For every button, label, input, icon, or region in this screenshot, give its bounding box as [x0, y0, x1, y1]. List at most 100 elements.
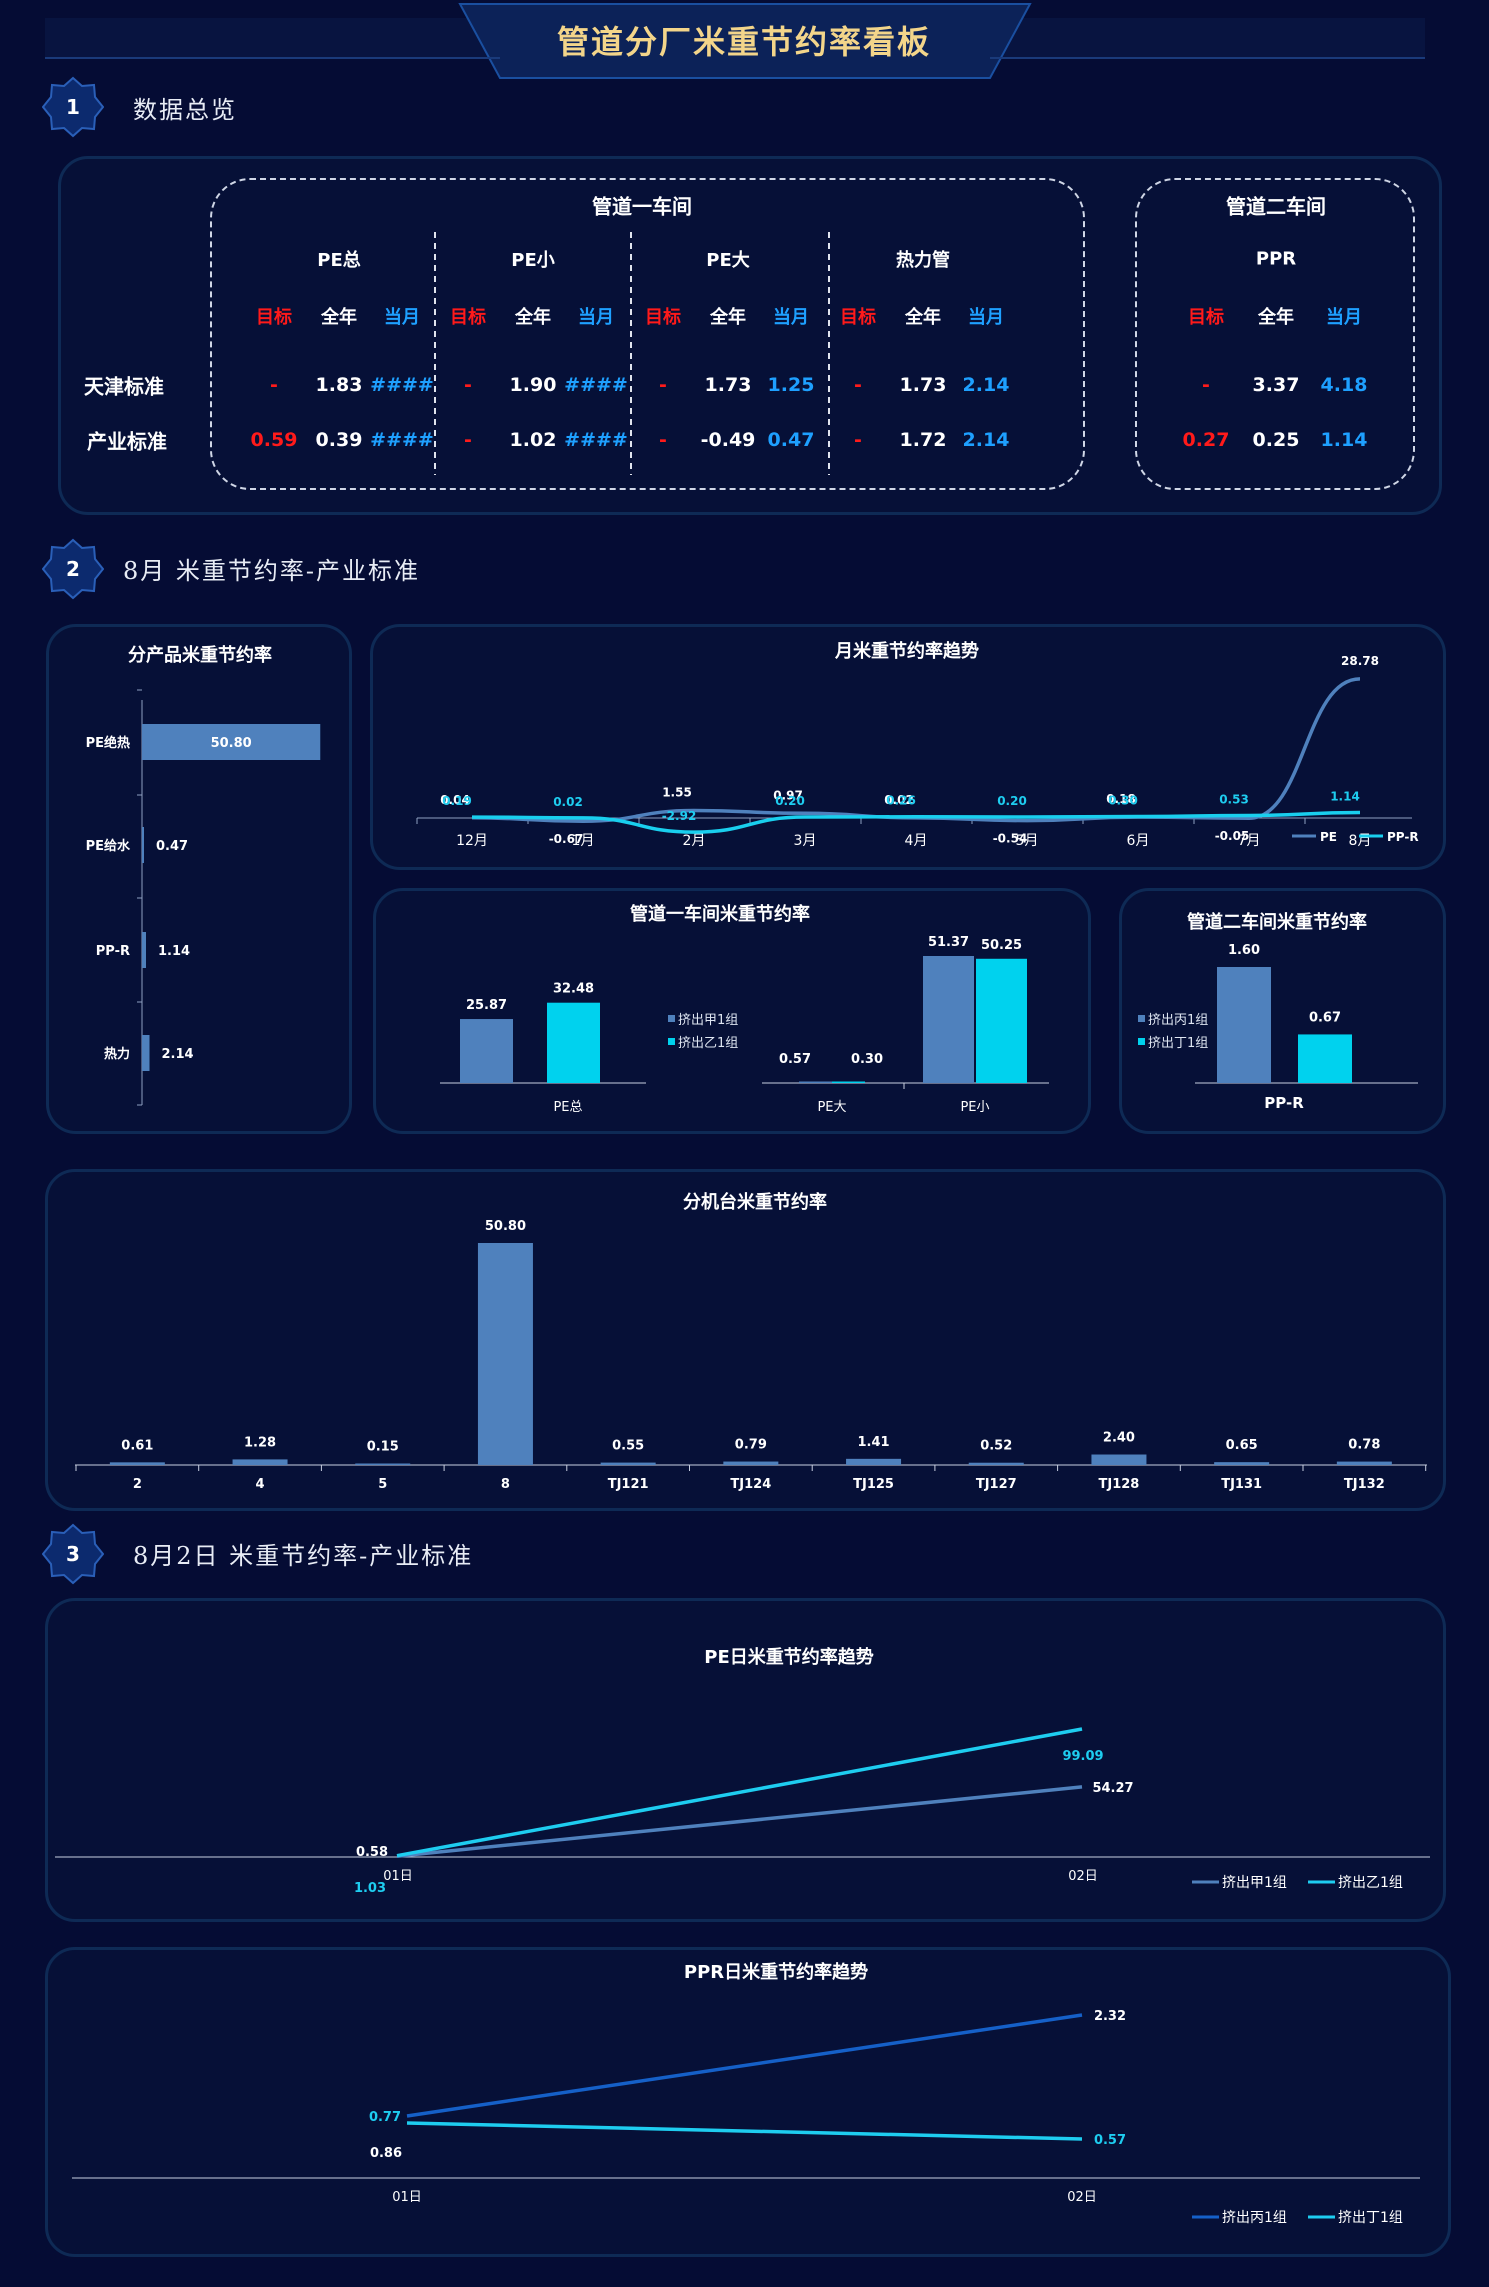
data-label: 1.60 — [1228, 943, 1260, 958]
x-tick-label: 2 — [133, 1477, 142, 1492]
bar-挤出乙1组 — [832, 1081, 865, 1083]
data-label: 0.57 — [1094, 2133, 1126, 2148]
series-line-挤出甲1组 — [396, 1785, 1083, 1858]
metric-value: 1.83 — [315, 374, 363, 396]
product-chart-panel — [46, 624, 352, 1134]
x-tick-label: 01日 — [392, 2190, 422, 2205]
overview-separators — [434, 232, 830, 475]
data-label: 2.32 — [1094, 2009, 1126, 2024]
legend-swatch — [668, 1015, 675, 1022]
data-label: 0.57 — [779, 1052, 811, 1067]
data-label: 1.14 — [158, 944, 190, 959]
metric-value: 2.14 — [962, 374, 1010, 396]
column-header: 目标 — [840, 307, 876, 328]
column-header: 全年 — [710, 307, 746, 328]
data-label: 0.30 — [851, 1052, 883, 1067]
metric-value: - — [854, 429, 862, 451]
metric-value: 0.59 — [250, 429, 298, 451]
metric-value: 0.27 — [1182, 429, 1230, 451]
legend-swatch — [668, 1038, 675, 1045]
x-tick-label: TJ125 — [853, 1477, 894, 1492]
ws1-chart-title: 管道一车间米重节约率 — [630, 904, 810, 925]
group-header: PE小 — [511, 250, 555, 271]
data-label: -0.54 — [993, 832, 1028, 846]
data-label: 0.61 — [121, 1438, 153, 1453]
data-label: 50.25 — [981, 938, 1022, 953]
pe-daily-chart-title: PE日米重节约率趋势 — [704, 1647, 874, 1668]
bar-挤出丙1组 — [1217, 967, 1271, 1083]
data-label: 1.41 — [858, 1435, 890, 1450]
x-tick-label: 5 — [378, 1477, 387, 1492]
data-label: 0.79 — [735, 1438, 767, 1453]
x-tick-label: TJ131 — [1221, 1477, 1262, 1492]
x-tick-label: PE大 — [817, 1100, 846, 1115]
x-tick-label: TJ127 — [976, 1477, 1017, 1492]
data-label: 54.27 — [1092, 1781, 1133, 1796]
bar — [600, 1462, 656, 1465]
column-header: 当月 — [1326, 307, 1362, 328]
x-tick-label: TJ132 — [1344, 1477, 1385, 1492]
header-frame — [0, 0, 1489, 80]
legend-swatch — [1138, 1015, 1145, 1022]
x-tick-label: 5月 — [1016, 833, 1039, 849]
x-tick-label: TJ128 — [1099, 1477, 1140, 1492]
page-title: 管道分厂米重节约率看板 — [556, 23, 932, 61]
bar — [142, 827, 144, 863]
metric-value: - — [464, 429, 472, 451]
data-label: 0.20 — [775, 794, 805, 808]
machine-chart-panel — [45, 1169, 1446, 1511]
x-tick-label: 8 — [501, 1477, 510, 1492]
column-header: 当月 — [968, 307, 1004, 328]
metric-value: 3.37 — [1252, 374, 1300, 396]
monthly-chart-title: 月米重节约率趋势 — [835, 641, 979, 662]
metric-value: - — [464, 374, 472, 396]
data-label: 32.48 — [553, 982, 594, 997]
x-tick-label: PE总 — [553, 1100, 582, 1115]
legend-label: 挤出乙1组 — [678, 1036, 738, 1051]
bar — [109, 1462, 165, 1465]
bar — [142, 1035, 150, 1071]
category-label: 热力 — [104, 1046, 130, 1062]
svg-text:2: 2 — [66, 557, 80, 581]
bar-挤出丁1组 — [1298, 1034, 1352, 1083]
row-label-tianjin: 天津标准 — [84, 374, 164, 399]
data-label: 0.52 — [980, 1439, 1012, 1454]
svg-text:1: 1 — [66, 95, 80, 119]
machine-chart-title: 分机台米重节约率 — [683, 1192, 827, 1213]
ppr-daily-chart-title: PPR日米重节约率趋势 — [683, 1962, 869, 1983]
workshop1-title: 管道一车间 — [592, 194, 692, 219]
bar-挤出乙1组 — [976, 958, 1027, 1083]
x-tick-label: 6月 — [1127, 833, 1150, 849]
metric-value: -0.49 — [700, 429, 756, 451]
monthly-chart-panel — [370, 624, 1446, 870]
bar — [723, 1461, 779, 1465]
data-label: 0.18 — [1106, 792, 1136, 806]
data-label: -0.67 — [549, 832, 584, 846]
legend-label: 挤出丁1组 — [1338, 2210, 1403, 2226]
bar-挤出甲1组 — [923, 956, 974, 1083]
bar — [355, 1463, 411, 1465]
data-label: 0.02 — [553, 795, 583, 809]
legend-label: 挤出甲1组 — [1222, 1875, 1287, 1891]
data-label: 1.55 — [662, 786, 692, 800]
column-header: 目标 — [1188, 307, 1224, 328]
metric-value: - — [659, 429, 667, 451]
metric-value: #### — [370, 374, 434, 396]
x-tick-label: TJ124 — [730, 1477, 771, 1492]
pe-daily-chart-panel — [45, 1598, 1446, 1922]
data-label: 0.65 — [1226, 1438, 1258, 1453]
x-tick-label: PE小 — [960, 1100, 989, 1115]
metric-value: 0.47 — [767, 429, 815, 451]
metric-value: 1.02 — [509, 429, 557, 451]
group-header: PE大 — [706, 250, 750, 271]
legend-label: 挤出丙1组 — [1222, 2210, 1287, 2226]
data-label: -2.92 — [662, 809, 697, 823]
legend-label: PE — [1320, 830, 1337, 844]
category-label: PE给水 — [86, 838, 131, 854]
data-label: 99.09 — [1062, 1749, 1103, 1764]
bar — [846, 1458, 902, 1465]
section-2-title: 8月 米重节约率-产业标准 — [123, 557, 421, 585]
legend-label: PP-R — [1387, 830, 1419, 844]
data-label: 0.15 — [367, 1440, 399, 1455]
data-label: 51.37 — [928, 935, 969, 950]
